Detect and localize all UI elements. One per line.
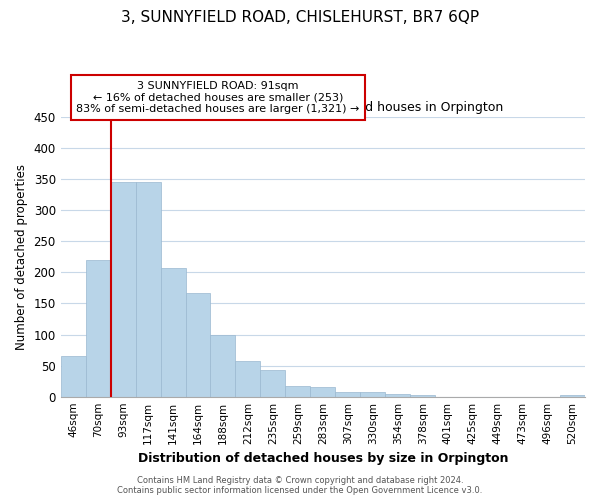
Bar [136, 182, 161, 396]
Y-axis label: Number of detached properties: Number of detached properties [15, 164, 28, 350]
Text: 3 SUNNYFIELD ROAD: 91sqm
← 16% of detached houses are smaller (253)
83% of semi-: 3 SUNNYFIELD ROAD: 91sqm ← 16% of detach… [76, 81, 359, 114]
X-axis label: Distribution of detached houses by size in Orpington: Distribution of detached houses by size … [137, 452, 508, 465]
Bar [211, 334, 235, 396]
Bar [61, 356, 86, 397]
Bar [260, 370, 286, 396]
Text: 3, SUNNYFIELD ROAD, CHISLEHURST, BR7 6QP: 3, SUNNYFIELD ROAD, CHISLEHURST, BR7 6QP [121, 10, 479, 25]
Bar [310, 388, 335, 396]
Text: Contains HM Land Registry data © Crown copyright and database right 2024.
Contai: Contains HM Land Registry data © Crown c… [118, 476, 482, 495]
Bar [235, 362, 260, 396]
Bar [86, 260, 110, 396]
Bar [385, 394, 410, 396]
Bar [410, 395, 435, 396]
Bar [110, 182, 136, 396]
Bar [286, 386, 310, 396]
Bar [335, 392, 360, 396]
Title: Size of property relative to detached houses in Orpington: Size of property relative to detached ho… [143, 102, 503, 114]
Bar [185, 293, 211, 397]
Bar [360, 392, 385, 396]
Bar [161, 268, 185, 396]
